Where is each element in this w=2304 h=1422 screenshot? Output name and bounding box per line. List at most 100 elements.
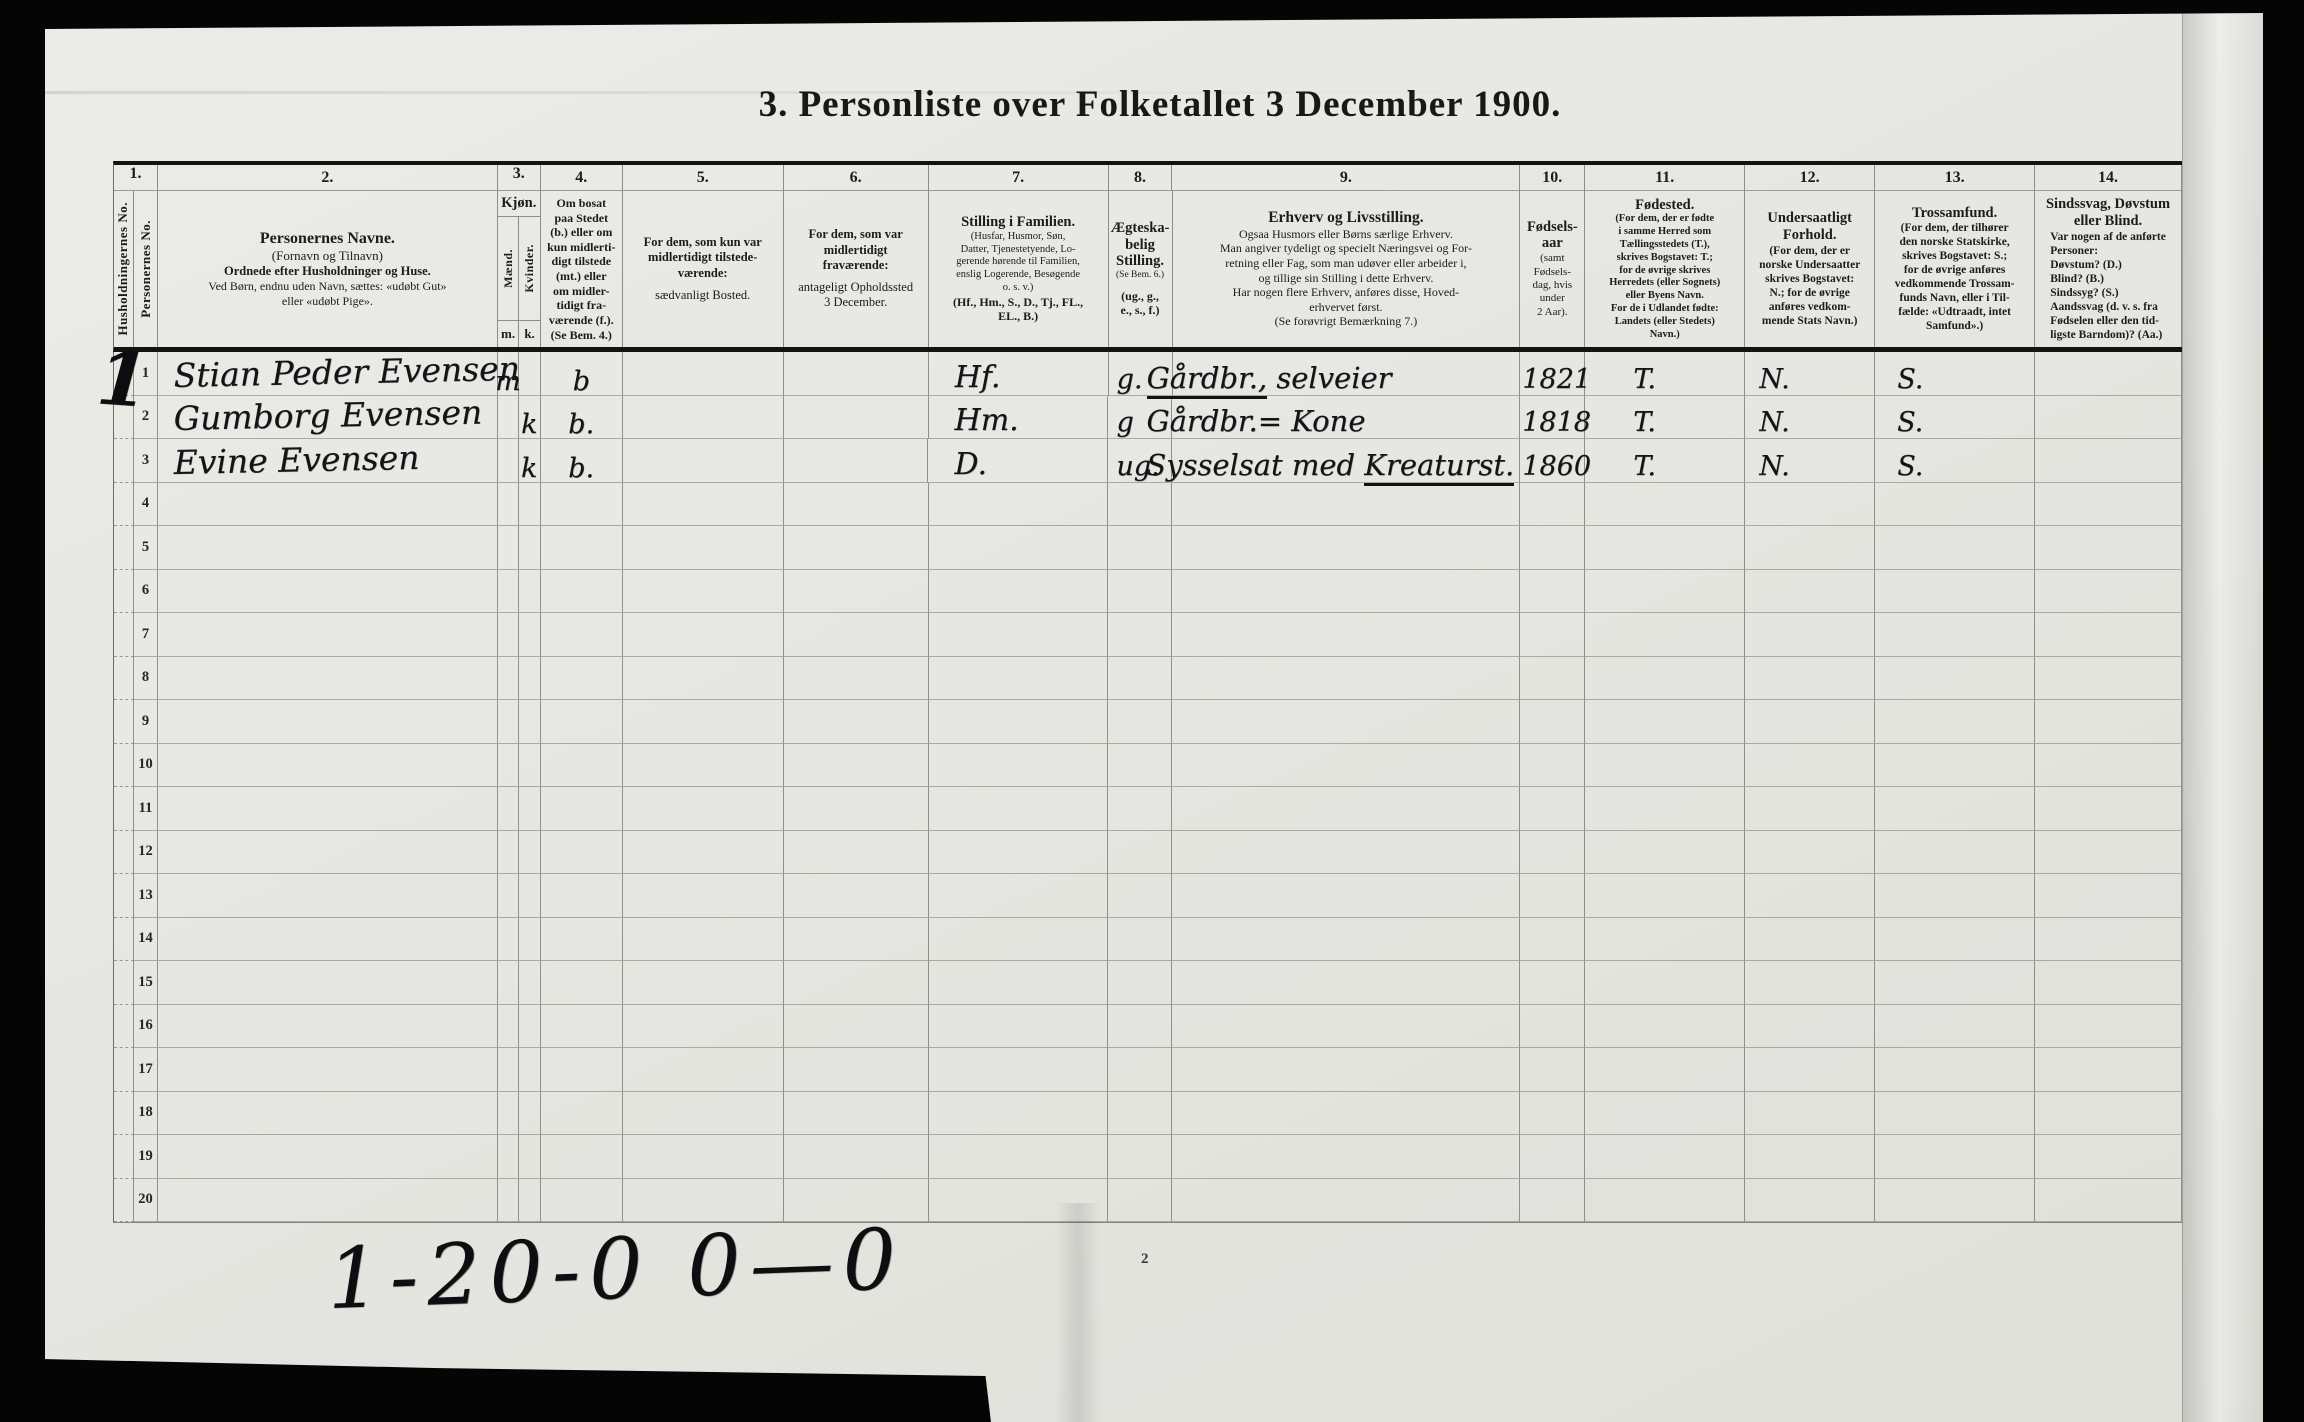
- table-row: 12: [114, 830, 2182, 874]
- cell-sex-male: [497, 1135, 519, 1179]
- cell-name: [157, 874, 498, 918]
- cell-family-position: [928, 787, 1109, 831]
- cell-temp-present: [622, 1048, 784, 1092]
- cell-birth-year: [1520, 830, 1586, 874]
- cell-occupation: [1172, 1178, 1521, 1222]
- cell-birth-year: 1860: [1520, 439, 1591, 483]
- cell-person-no: 2: [133, 395, 158, 439]
- cell-marital-status: [1108, 830, 1173, 874]
- cell-sex-female: [518, 787, 541, 831]
- cell-household-no: [114, 1048, 134, 1092]
- cell-name: [157, 526, 498, 570]
- cell-residence-status: b: [540, 352, 623, 396]
- cell-family-position: [928, 874, 1109, 918]
- cell-family-position: [928, 526, 1109, 570]
- cell-sex-male: m: [495, 352, 521, 396]
- cell-person-no: 20: [133, 1178, 158, 1222]
- cell-marital-status: [1108, 1048, 1173, 1092]
- cell-household-no: [114, 395, 134, 439]
- cell-temp-absent: [783, 1004, 929, 1048]
- cell-name: [157, 1091, 498, 1135]
- cell-religion: [1875, 787, 2036, 831]
- cell-sex-male: [497, 1091, 519, 1135]
- cell-disabilities: [2035, 917, 2182, 961]
- paper-sheet: 3. Personliste over Folketallet 3 Decemb…: [45, 13, 2263, 1422]
- cell-birthplace: [1585, 569, 1746, 613]
- cell-occupation: [1172, 874, 1521, 918]
- cell-residence-status: [540, 613, 623, 657]
- cell-family-position: [928, 1004, 1109, 1048]
- cell-occupation: Gårdbr.= Kone: [1146, 395, 1521, 439]
- cell-citizenship: [1745, 569, 1876, 613]
- cell-residence-status: [540, 787, 623, 831]
- cell-religion: [1875, 830, 2036, 874]
- cell-person-no: 10: [133, 743, 158, 787]
- cell-temp-present: [622, 439, 784, 483]
- cell-religion: [1875, 1135, 2036, 1179]
- cell-birth-year: [1520, 613, 1586, 657]
- cell-household-no: [114, 787, 134, 831]
- cell-residence-status: [540, 830, 623, 874]
- cell-marital-status: [1108, 656, 1173, 700]
- cell-household-no: [114, 482, 134, 526]
- cell-household-no: [114, 439, 134, 483]
- cell-person-no: 13: [133, 874, 158, 918]
- cell-birthplace: [1585, 743, 1746, 787]
- cell-sex-male: [497, 787, 519, 831]
- cell-marital-status: g.: [1108, 352, 1173, 396]
- col-no-8: 8.: [1108, 165, 1173, 191]
- cell-religion: [1875, 656, 2036, 700]
- col-header-occupation: Erhverv og Livsstilling. Ogsaa Husmors e…: [1173, 191, 1521, 347]
- cell-citizenship: [1745, 1135, 1876, 1179]
- table-row: 1 Stian Peder Evensen m b Hf. g. Gårdbr.…: [114, 348, 2182, 399]
- cell-temp-present: [622, 613, 784, 657]
- cell-temp-present: [622, 743, 784, 787]
- cell-residence-status: b.: [540, 395, 623, 439]
- cell-sex-female: [518, 482, 541, 526]
- cell-temp-present: [622, 961, 784, 1005]
- cell-name: Stian Peder Evensen: [157, 348, 520, 396]
- cell-person-no: 14: [133, 917, 158, 961]
- cell-occupation: [1172, 613, 1521, 657]
- cell-citizenship: N.: [1745, 395, 1876, 439]
- cell-person-no: 5: [133, 526, 158, 570]
- cell-family-position: [928, 743, 1109, 787]
- cell-temp-present: [622, 700, 784, 744]
- cell-sex-female: [518, 743, 541, 787]
- table-row: 19: [114, 1135, 2182, 1179]
- table-body: 1 Stian Peder Evensen m b Hf. g. Gårdbr.…: [113, 348, 2182, 1223]
- cell-sex-female: [518, 1135, 541, 1179]
- cell-disabilities: [2035, 569, 2182, 613]
- cell-family-position: [928, 1091, 1109, 1135]
- cell-birth-year: [1520, 961, 1586, 1005]
- cell-disabilities: [2035, 1004, 2182, 1048]
- cell-residence-status: [540, 1178, 623, 1222]
- cell-birth-year: [1520, 1135, 1586, 1179]
- cell-disabilities: [2035, 1135, 2182, 1179]
- cell-name: Gumborg Evensen: [157, 393, 498, 439]
- cell-household-no: [114, 874, 134, 918]
- cell-temp-present: [622, 569, 784, 613]
- cell-family-position: [928, 700, 1109, 744]
- cell-sex-female: k: [518, 395, 541, 439]
- cell-person-no: 18: [133, 1091, 158, 1135]
- cell-religion: [1875, 700, 2036, 744]
- cell-religion: [1875, 917, 2036, 961]
- cell-birthplace: [1585, 1178, 1746, 1222]
- cell-occupation: [1172, 961, 1521, 1005]
- paper-crease-fold: [1055, 1203, 1101, 1422]
- col-no-3: 3.: [497, 165, 541, 191]
- cell-birth-year: [1520, 656, 1586, 700]
- cell-temp-present: [622, 787, 784, 831]
- cell-citizenship: [1745, 656, 1876, 700]
- cell-residence-status: [540, 526, 623, 570]
- cell-name: [157, 482, 498, 526]
- cell-household-no: [114, 1091, 134, 1135]
- col-no-12: 12.: [1745, 165, 1876, 191]
- table-row: 5: [114, 526, 2182, 570]
- cell-family-position: [928, 917, 1109, 961]
- cell-sex-male: [497, 961, 519, 1005]
- cell-household-no: [114, 656, 134, 700]
- cell-birthplace: T.: [1585, 352, 1746, 396]
- cell-family-position: [928, 830, 1109, 874]
